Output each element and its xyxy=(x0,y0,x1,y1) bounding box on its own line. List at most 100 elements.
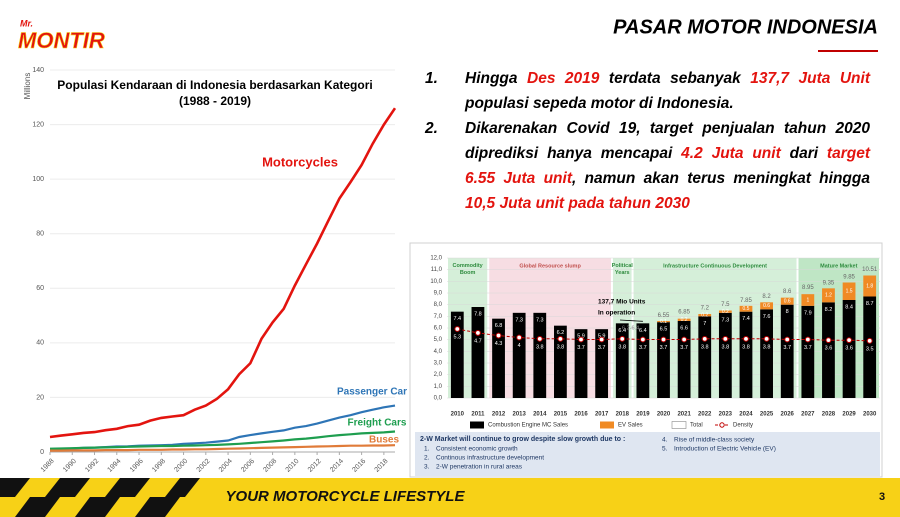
density-label: 3.7 xyxy=(660,345,668,351)
bar-label: 7.3 xyxy=(536,317,544,323)
text-run: terdata sebanyak xyxy=(599,70,751,87)
bar-label: 1.8 xyxy=(866,283,873,289)
density-point xyxy=(701,335,708,342)
footer-tagline: YOUR MOTORCYCLE LIFESTYLE xyxy=(226,488,466,505)
note-item: Continous infrastructure development xyxy=(436,455,544,462)
y-tick-label: 5,0 xyxy=(434,337,443,343)
y-tick-label: 8,0 xyxy=(434,302,443,308)
text-run: Dikarenakan Covid 19, target penjualan t… xyxy=(465,120,870,162)
bar-segment xyxy=(822,288,835,303)
series-line xyxy=(49,107,397,439)
annotation-arrow xyxy=(619,319,643,322)
bar-label: 6.4 xyxy=(618,328,626,334)
bullet-list: 1. Hingga Des 2019 terdata sebanyak 137,7… xyxy=(425,66,870,216)
density-label: 3.8 xyxy=(722,344,730,350)
x-tick-label: 2018 xyxy=(374,458,390,474)
series-label: Passenger Car xyxy=(337,387,407,398)
x-tick-label: 2012 xyxy=(492,412,506,418)
bar-segment xyxy=(760,309,773,398)
density-point xyxy=(784,336,791,343)
text-run: populasi sepeda motor di Indonesia. xyxy=(465,95,734,112)
bar-segment xyxy=(677,321,691,398)
bar-label: 6.2 xyxy=(557,330,565,336)
bar-label: 0.6 xyxy=(784,298,791,304)
total-label: 7.2 xyxy=(701,306,710,312)
note-item: Consistent economic growth xyxy=(436,446,518,453)
y-tick-label: 20 xyxy=(36,394,44,401)
x-tick-label: 2022 xyxy=(698,412,712,418)
phase-label: Global Resource slump xyxy=(519,263,581,269)
density-point xyxy=(681,336,688,343)
density-label: 4.3 xyxy=(495,341,503,347)
density-label: 4.7 xyxy=(474,338,482,344)
density-point xyxy=(516,334,523,341)
bar-label: 7.8 xyxy=(474,311,482,317)
density-point xyxy=(804,336,811,343)
density-point xyxy=(598,336,605,343)
density-label: 3.7 xyxy=(680,345,688,351)
bar-label: 0.6 xyxy=(763,303,770,309)
density-point xyxy=(763,335,770,342)
bar-segment xyxy=(512,312,526,398)
bar-segment xyxy=(739,311,753,398)
range-label: 6.2-6.4 xyxy=(622,325,639,331)
density-label: 3.7 xyxy=(639,345,647,351)
density-point xyxy=(557,335,564,342)
note-item: Introduction of Electric Vehicle (EV) xyxy=(674,446,776,453)
series-line xyxy=(49,404,396,451)
bar-label: 6.5 xyxy=(660,327,668,333)
bar-label: 7.3 xyxy=(515,317,523,323)
density-label: 4 xyxy=(518,343,521,349)
bar-label: 7.4 xyxy=(453,316,461,322)
bar-label: 7 xyxy=(703,321,706,327)
bar-label: 8 xyxy=(786,309,789,315)
x-tick-label: 2011 xyxy=(471,412,485,418)
legend-swatch xyxy=(600,421,614,429)
y-tick-label: 40 xyxy=(36,340,44,347)
x-tick-label: 2013 xyxy=(512,412,526,418)
legend-swatch xyxy=(719,422,725,428)
bar-segment xyxy=(554,325,567,398)
checkered-flag xyxy=(0,478,200,517)
legend-swatch xyxy=(671,421,687,429)
total-label: 6.85 xyxy=(678,310,690,316)
total-label: 6.55 xyxy=(658,313,670,319)
total-label: 8.2 xyxy=(762,294,771,300)
x-tick-label: 2025 xyxy=(760,412,774,418)
x-tick-label: 1998 xyxy=(151,458,167,474)
note-box xyxy=(415,432,880,476)
text-run: 137,7 Juta Unit xyxy=(750,70,870,87)
x-tick-label: 2023 xyxy=(719,412,733,418)
x-tick-label: 2002 xyxy=(196,458,212,474)
bullet-number: 1. xyxy=(425,70,438,87)
density-point xyxy=(722,335,729,342)
x-tick-label: 2021 xyxy=(677,412,691,418)
bar-segment xyxy=(801,305,815,398)
bar-segment xyxy=(471,307,485,398)
density-point xyxy=(619,335,626,342)
total-label: 10.51 xyxy=(862,267,878,273)
total-label: 9.35 xyxy=(823,280,835,286)
x-tick-label: 2012 xyxy=(307,458,323,474)
density-label: 3.8 xyxy=(701,344,709,350)
bar-segment xyxy=(492,318,505,398)
note-number: 5. xyxy=(662,446,668,453)
x-tick-label: 2004 xyxy=(218,458,234,474)
bar-segment xyxy=(698,314,712,317)
bullet-item: 1. Hingga Des 2019 terdata sebanyak 137,7… xyxy=(425,66,870,116)
y-tick-label: 9,0 xyxy=(434,291,443,297)
bar-segment xyxy=(636,323,650,398)
series-line xyxy=(49,430,396,450)
bullet-number: 2. xyxy=(425,120,438,137)
bar-segment xyxy=(698,316,712,398)
bar-segment xyxy=(657,321,670,323)
density-point xyxy=(536,335,543,342)
x-tick-label: 2029 xyxy=(842,412,856,418)
density-label: 3.6 xyxy=(845,346,853,352)
density-point xyxy=(475,330,481,336)
bar-segment xyxy=(780,304,794,398)
bullet-item: 2. Dikarenakan Covid 19, target penjualan… xyxy=(425,116,870,216)
bar-segment xyxy=(842,300,856,398)
bar-segment xyxy=(718,312,732,398)
bar-label: 6.6 xyxy=(680,325,688,331)
